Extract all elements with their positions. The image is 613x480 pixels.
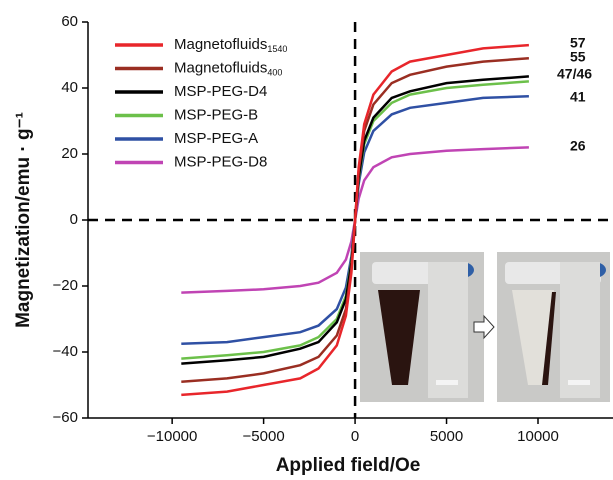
y-tick-label: −60: [53, 409, 78, 426]
tube-fluid: [378, 290, 420, 385]
legend-label: Magnetofluids400: [174, 59, 282, 77]
y-axis-title: Magnetization/emu · g⁻¹: [13, 112, 34, 328]
y-tick-label: 0: [70, 211, 78, 228]
x-tick-label: −5000: [243, 428, 285, 445]
tube-clear: [512, 290, 554, 385]
legend-subscript: 1540: [267, 44, 287, 54]
x-tick-label: 5000: [430, 428, 463, 445]
legend-name: MSP-PEG-D4: [174, 83, 267, 100]
legend-label: MSP-PEG-A: [174, 130, 258, 147]
arrow: [473, 314, 495, 340]
y-tick-label: −20: [53, 277, 78, 294]
annotation: 55: [570, 49, 586, 65]
annotation: 47/46: [557, 66, 592, 82]
legend-label: MSP-PEG-B: [174, 106, 258, 123]
y-tick-label: 20: [61, 145, 78, 162]
legend-name: MSP-PEG-B: [174, 106, 258, 123]
x-axis-title: Applied field/Oe: [276, 455, 421, 476]
slot: [436, 380, 458, 385]
annotation: 57: [570, 35, 586, 51]
legend-subscript: 400: [267, 68, 282, 78]
magnet-holder: [428, 262, 468, 398]
legend-label: Magnetofluids1540: [174, 36, 287, 54]
legend-name: MSP-PEG-D8: [174, 153, 267, 170]
legend-name: Magnetofluids: [174, 36, 267, 53]
annotation: 41: [570, 89, 586, 105]
series-line: [181, 43, 529, 397]
y-tick-label: 60: [61, 13, 78, 30]
legend-name: Magnetofluids: [174, 59, 267, 76]
x-tick-label: −10000: [147, 428, 197, 445]
y-tick-label: −40: [53, 343, 78, 360]
x-tick-label: 10000: [517, 428, 559, 445]
inset-photos: [360, 252, 610, 402]
annotation: 26: [570, 138, 586, 154]
legend-label: MSP-PEG-D4: [174, 83, 267, 100]
legend-name: MSP-PEG-A: [174, 130, 258, 147]
tube-deposit: [542, 292, 556, 385]
legend-label: MSP-PEG-D8: [174, 153, 267, 170]
magnet-holder: [560, 262, 600, 398]
y-tick-label: 40: [61, 79, 78, 96]
x-tick-label: 0: [351, 428, 359, 445]
slot: [568, 380, 590, 385]
